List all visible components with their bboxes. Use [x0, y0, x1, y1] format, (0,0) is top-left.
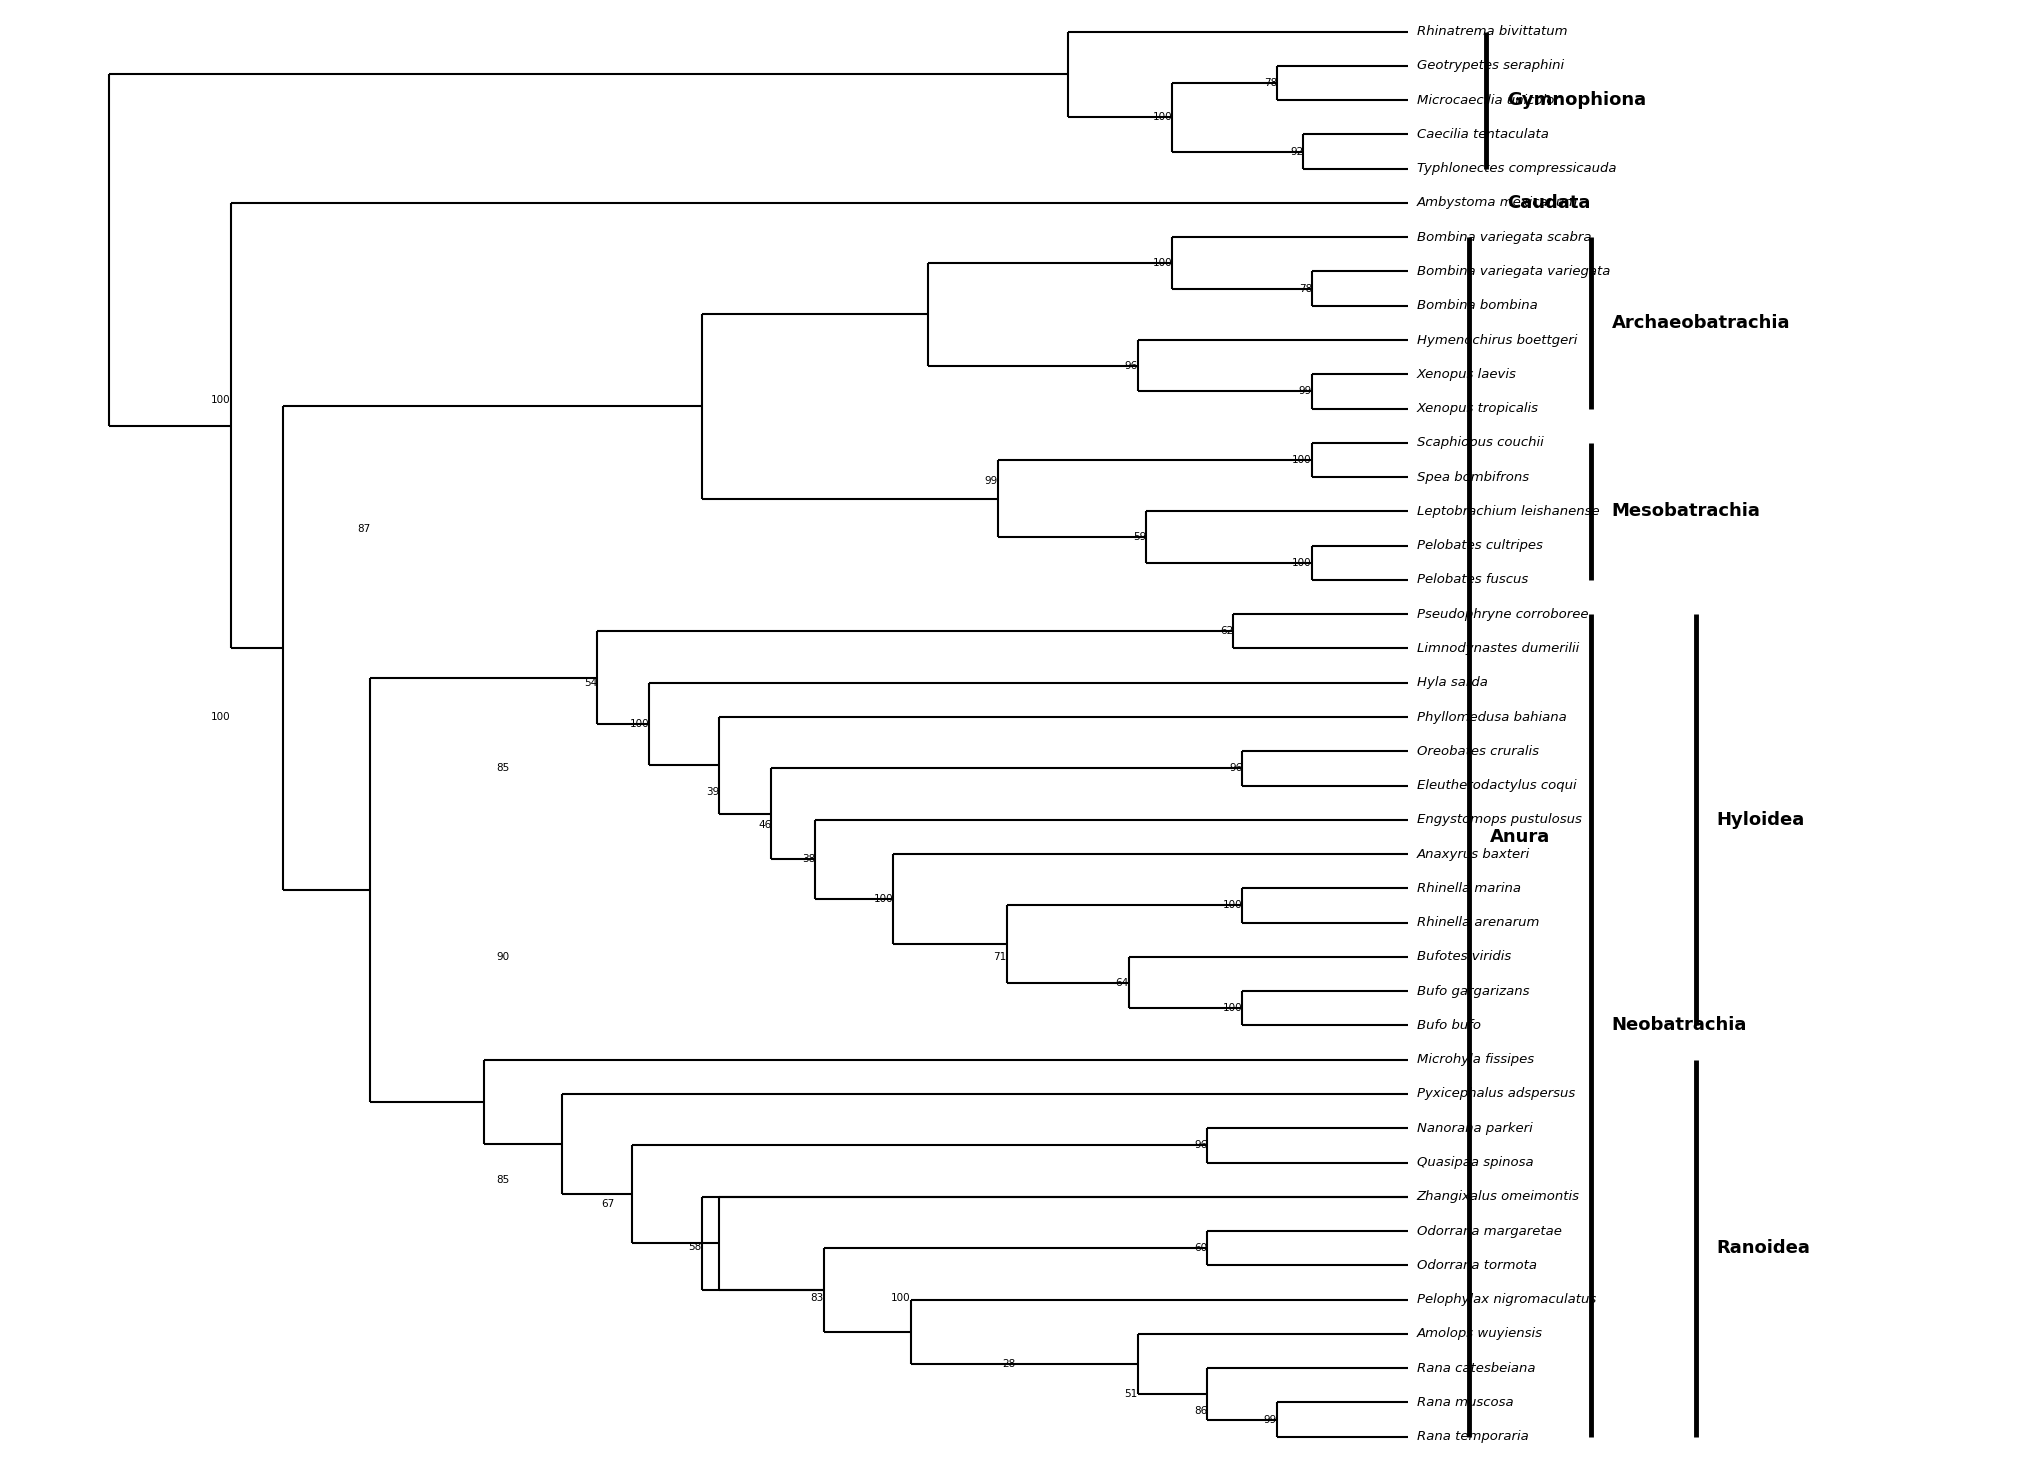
Text: Bombina variegata variegata: Bombina variegata variegata: [1415, 265, 1610, 278]
Text: 78: 78: [1297, 284, 1311, 293]
Text: Gymnophiona: Gymnophiona: [1506, 92, 1646, 109]
Text: Engystomops pustulosus: Engystomops pustulosus: [1415, 814, 1581, 827]
Text: 100: 100: [1153, 112, 1171, 122]
Text: 59: 59: [1133, 532, 1145, 542]
Text: 92: 92: [1289, 147, 1303, 156]
Text: Ambystoma mexicanum: Ambystoma mexicanum: [1415, 197, 1577, 210]
Text: Pelobates fuscus: Pelobates fuscus: [1415, 573, 1527, 586]
Text: Hyla sarda: Hyla sarda: [1415, 677, 1486, 690]
Text: 46: 46: [757, 819, 771, 830]
Text: Xenopus tropicalis: Xenopus tropicalis: [1415, 402, 1539, 416]
Text: Mesobatrachia: Mesobatrachia: [1612, 503, 1760, 521]
Text: Rhinella marina: Rhinella marina: [1415, 882, 1520, 895]
Text: Leptobrachium leishanense: Leptobrachium leishanense: [1415, 504, 1598, 518]
Text: 90: 90: [497, 952, 510, 962]
Text: Rhinatrema bivittatum: Rhinatrema bivittatum: [1415, 25, 1567, 38]
Text: Rhinella arenarum: Rhinella arenarum: [1415, 916, 1539, 929]
Text: Archaeobatrachia: Archaeobatrachia: [1612, 313, 1790, 332]
Text: Pelophylax nigromaculatus: Pelophylax nigromaculatus: [1415, 1293, 1596, 1306]
Text: Typhlonectes compressicauda: Typhlonectes compressicauda: [1415, 162, 1616, 175]
Text: 60: 60: [1194, 1244, 1206, 1254]
Text: Bombina variegata scabra: Bombina variegata scabra: [1415, 230, 1589, 243]
Text: Bufo gargarizans: Bufo gargarizans: [1415, 984, 1529, 997]
Text: 96: 96: [1125, 360, 1137, 370]
Text: 100: 100: [1222, 901, 1242, 910]
Text: 100: 100: [211, 395, 231, 405]
Text: Xenopus laevis: Xenopus laevis: [1415, 367, 1516, 381]
Text: 51: 51: [1125, 1389, 1137, 1398]
Text: Bufotes viridis: Bufotes viridis: [1415, 951, 1510, 964]
Text: Anaxyrus baxteri: Anaxyrus baxteri: [1415, 847, 1529, 860]
Text: 67: 67: [601, 1198, 615, 1209]
Text: Zhangixalus omeimontis: Zhangixalus omeimontis: [1415, 1190, 1579, 1203]
Text: Neobatrachia: Neobatrachia: [1612, 1016, 1746, 1034]
Text: 100: 100: [211, 712, 231, 722]
Text: Spea bombifrons: Spea bombifrons: [1415, 471, 1529, 484]
Text: 100: 100: [1291, 558, 1311, 567]
Text: 85: 85: [497, 1175, 510, 1185]
Text: Limnodynastes dumerilii: Limnodynastes dumerilii: [1415, 642, 1577, 655]
Text: Microcaecilia unicolor: Microcaecilia unicolor: [1415, 93, 1559, 106]
Text: 28: 28: [1001, 1359, 1015, 1369]
Text: Pseudophryne corroboree: Pseudophryne corroboree: [1415, 608, 1587, 621]
Text: 87: 87: [357, 523, 369, 534]
Text: Hymenochirus boettgeri: Hymenochirus boettgeri: [1415, 334, 1575, 347]
Text: Quasipaa spinosa: Quasipaa spinosa: [1415, 1156, 1533, 1169]
Text: Nanorana parkeri: Nanorana parkeri: [1415, 1121, 1531, 1134]
Text: Rana catesbeiana: Rana catesbeiana: [1415, 1362, 1535, 1375]
Text: Ranoidea: Ranoidea: [1715, 1239, 1809, 1257]
Text: 100: 100: [1222, 1003, 1242, 1013]
Text: Pelobates cultripes: Pelobates cultripes: [1415, 539, 1541, 553]
Text: 39: 39: [706, 787, 719, 798]
Text: 58: 58: [688, 1242, 700, 1252]
Text: Scaphiopus couchii: Scaphiopus couchii: [1415, 436, 1543, 449]
Text: Eleutherodactylus coqui: Eleutherodactylus coqui: [1415, 779, 1575, 792]
Text: Phyllomedusa bahiana: Phyllomedusa bahiana: [1415, 710, 1565, 723]
Text: Pyxicephalus adspersus: Pyxicephalus adspersus: [1415, 1088, 1573, 1101]
Text: 100: 100: [873, 894, 893, 904]
Text: 100: 100: [629, 719, 650, 729]
Text: 100: 100: [891, 1293, 909, 1303]
Text: Anura: Anura: [1490, 828, 1549, 846]
Text: 100: 100: [1291, 455, 1311, 465]
Text: Odorrana tormota: Odorrana tormota: [1415, 1258, 1537, 1271]
Text: Microhyla fissipes: Microhyla fissipes: [1415, 1053, 1533, 1066]
Text: 99: 99: [985, 477, 997, 487]
Text: 96: 96: [1228, 764, 1242, 773]
Text: 100: 100: [1153, 258, 1171, 268]
Text: 99: 99: [1297, 386, 1311, 397]
Text: Odorrana margaretae: Odorrana margaretae: [1415, 1225, 1561, 1238]
Text: 64: 64: [1114, 978, 1129, 987]
Text: Bombina bombina: Bombina bombina: [1415, 299, 1537, 312]
Text: 38: 38: [802, 854, 814, 865]
Text: Caecilia tentaculata: Caecilia tentaculata: [1415, 128, 1547, 141]
Text: 86: 86: [1194, 1406, 1206, 1416]
Text: 54: 54: [583, 678, 597, 688]
Text: Caudata: Caudata: [1506, 194, 1589, 211]
Text: 99: 99: [1263, 1414, 1277, 1424]
Text: Geotrypetes seraphini: Geotrypetes seraphini: [1415, 60, 1563, 73]
Text: Amolops wuyiensis: Amolops wuyiensis: [1415, 1327, 1543, 1340]
Text: 96: 96: [1194, 1140, 1206, 1150]
Text: 85: 85: [497, 764, 510, 773]
Text: Hyloidea: Hyloidea: [1715, 811, 1805, 828]
Text: 83: 83: [810, 1293, 824, 1303]
Text: 71: 71: [993, 952, 1007, 962]
Text: Oreobates cruralis: Oreobates cruralis: [1415, 745, 1539, 758]
Text: 62: 62: [1220, 627, 1232, 636]
Text: 78: 78: [1263, 77, 1277, 87]
Text: Bufo bufo: Bufo bufo: [1415, 1019, 1480, 1032]
Text: Rana muscosa: Rana muscosa: [1415, 1395, 1512, 1408]
Text: Rana temporaria: Rana temporaria: [1415, 1430, 1527, 1443]
